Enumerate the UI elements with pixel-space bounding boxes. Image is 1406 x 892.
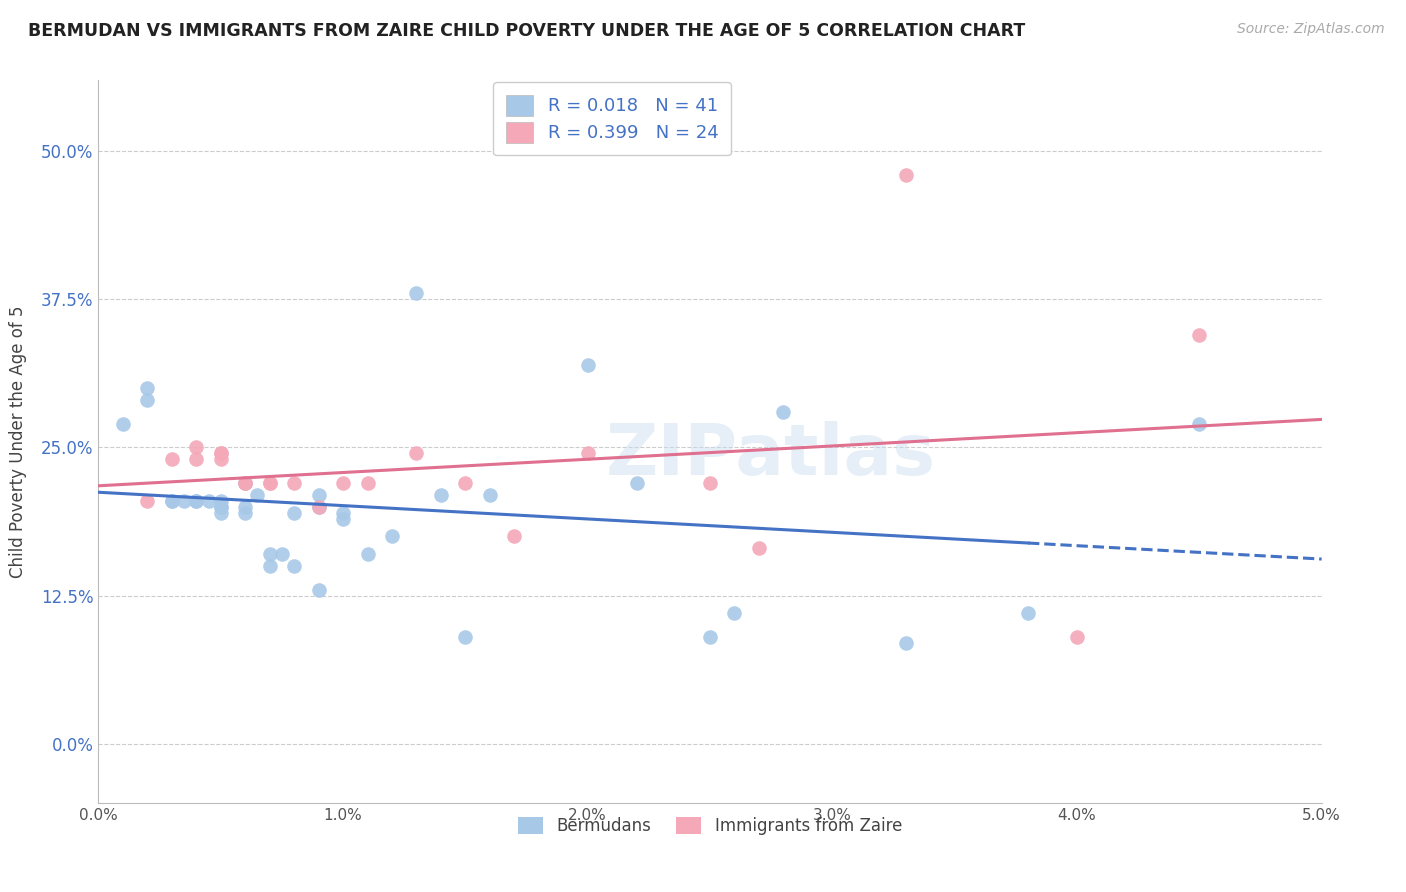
Point xyxy=(772,405,794,419)
Point xyxy=(405,446,427,460)
Point xyxy=(308,500,330,514)
Point xyxy=(259,475,281,490)
Point xyxy=(209,446,232,460)
Point xyxy=(381,529,404,543)
Point xyxy=(136,381,159,395)
Point xyxy=(160,493,183,508)
Point xyxy=(270,547,292,561)
Text: BERMUDAN VS IMMIGRANTS FROM ZAIRE CHILD POVERTY UNDER THE AGE OF 5 CORRELATION C: BERMUDAN VS IMMIGRANTS FROM ZAIRE CHILD … xyxy=(28,22,1025,40)
Point xyxy=(748,541,770,556)
Point xyxy=(894,636,917,650)
Point xyxy=(233,506,256,520)
Point xyxy=(111,417,134,431)
Point xyxy=(894,168,917,182)
Point xyxy=(283,475,305,490)
Point xyxy=(430,488,453,502)
Point xyxy=(233,475,256,490)
Point xyxy=(1188,417,1211,431)
Point xyxy=(332,506,354,520)
Point xyxy=(626,475,648,490)
Point xyxy=(209,500,232,514)
Point xyxy=(209,493,232,508)
Point xyxy=(332,511,354,525)
Point xyxy=(576,446,599,460)
Point xyxy=(186,493,208,508)
Point xyxy=(332,475,354,490)
Point xyxy=(209,506,232,520)
Point xyxy=(136,393,159,408)
Point xyxy=(308,582,330,597)
Point xyxy=(197,493,219,508)
Point xyxy=(723,607,745,621)
Point xyxy=(186,452,208,467)
Point xyxy=(1188,327,1211,342)
Point xyxy=(308,488,330,502)
Text: ZIPatlas: ZIPatlas xyxy=(606,422,936,491)
Point xyxy=(576,358,599,372)
Point xyxy=(209,446,232,460)
Point xyxy=(233,475,256,490)
Point xyxy=(283,506,305,520)
Point xyxy=(259,475,281,490)
Point xyxy=(699,475,721,490)
Point xyxy=(308,500,330,514)
Point xyxy=(283,558,305,573)
Point xyxy=(246,488,269,502)
Point xyxy=(699,630,721,644)
Y-axis label: Child Poverty Under the Age of 5: Child Poverty Under the Age of 5 xyxy=(8,305,27,578)
Point xyxy=(454,630,477,644)
Point xyxy=(1017,607,1039,621)
Legend: Bermudans, Immigrants from Zaire: Bermudans, Immigrants from Zaire xyxy=(508,807,912,845)
Point xyxy=(233,475,256,490)
Point xyxy=(356,475,378,490)
Point xyxy=(173,493,195,508)
Point xyxy=(209,500,232,514)
Point xyxy=(259,547,281,561)
Point xyxy=(186,493,208,508)
Point xyxy=(356,547,378,561)
Point xyxy=(1066,630,1088,644)
Point xyxy=(478,488,501,502)
Point xyxy=(160,493,183,508)
Point xyxy=(454,475,477,490)
Point xyxy=(136,493,159,508)
Point xyxy=(160,452,183,467)
Point xyxy=(405,286,427,301)
Point xyxy=(503,529,526,543)
Point xyxy=(259,558,281,573)
Text: Source: ZipAtlas.com: Source: ZipAtlas.com xyxy=(1237,22,1385,37)
Point xyxy=(186,441,208,455)
Point xyxy=(209,452,232,467)
Point xyxy=(233,500,256,514)
